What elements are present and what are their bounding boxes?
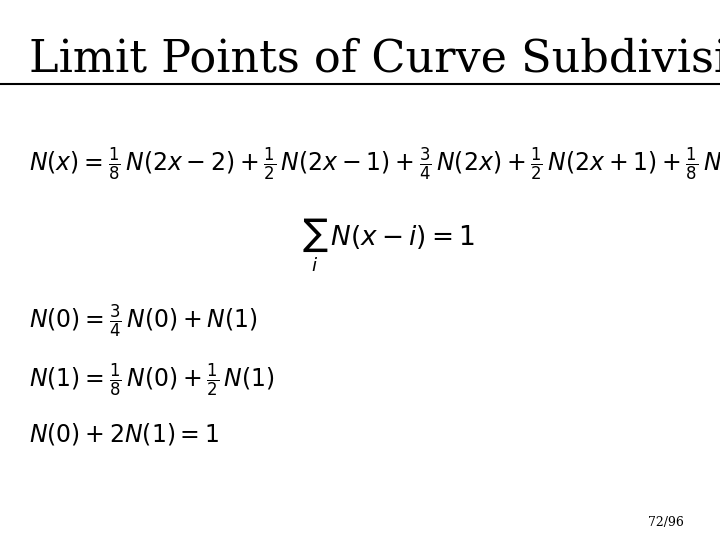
- Text: Limit Points of Curve Subdivision: Limit Points of Curve Subdivision: [29, 38, 720, 81]
- Text: $N(1) = \frac{1}{8}\,N(0)+\frac{1}{2}\,N(1)$: $N(1) = \frac{1}{8}\,N(0)+\frac{1}{2}\,N…: [29, 362, 275, 399]
- Text: $\sum_{i}\,N(x-i)=1$: $\sum_{i}\,N(x-i)=1$: [302, 216, 475, 274]
- Text: $N(x) = \frac{1}{8}\,N(2x-2)+\frac{1}{2}\,N(2x-1)+\frac{3}{4}\,N(2x)+\frac{1}{2}: $N(x) = \frac{1}{8}\,N(2x-2)+\frac{1}{2}…: [29, 146, 720, 183]
- Text: $N(0)+2N(1)=1$: $N(0)+2N(1)=1$: [29, 421, 219, 447]
- Text: $N(0) = \frac{3}{4}\,N(0)+N(1)$: $N(0) = \frac{3}{4}\,N(0)+N(1)$: [29, 302, 258, 340]
- Text: 72/96: 72/96: [648, 516, 684, 529]
